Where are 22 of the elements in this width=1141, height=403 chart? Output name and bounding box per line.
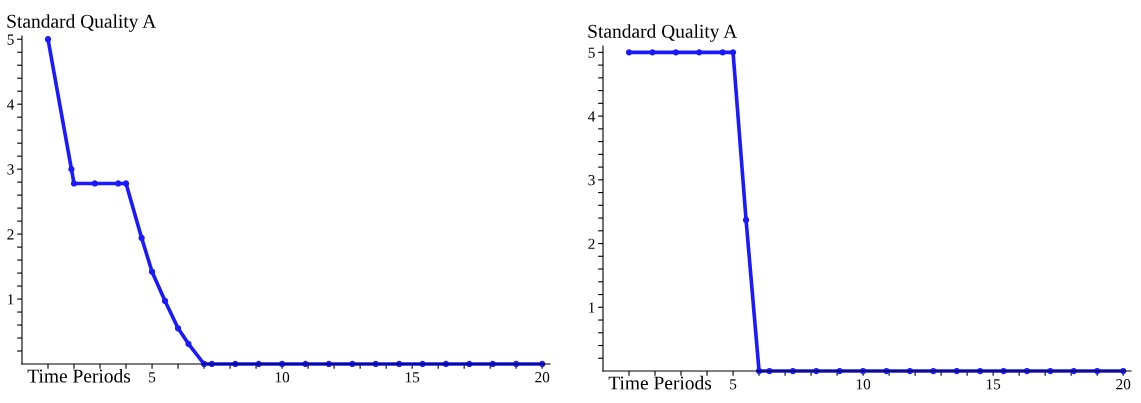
y-tick-label: 3 bbox=[7, 164, 14, 175]
x-tick-label: 5 bbox=[149, 372, 156, 383]
y-tick-label: 5 bbox=[7, 34, 14, 45]
chart-title: Standard Quality A bbox=[7, 14, 157, 32]
x-axis-title: Time Periods bbox=[608, 375, 712, 390]
y-tick-label: 1 bbox=[589, 302, 595, 313]
x-tick-label: 20 bbox=[535, 372, 550, 383]
y-tick-label: 3 bbox=[588, 175, 595, 186]
x-tick-label: 5 bbox=[730, 379, 737, 390]
x-axis-title: Time Periods bbox=[27, 368, 131, 383]
y-tick-label: 5 bbox=[588, 47, 595, 58]
x-tick-label: 15 bbox=[405, 372, 420, 383]
y-tick-label: 4 bbox=[588, 111, 596, 122]
y-tick-label: 2 bbox=[7, 229, 14, 240]
y-tick-label: 1 bbox=[8, 294, 14, 305]
x-tick-label: 10 bbox=[275, 372, 290, 383]
x-tick-label: 15 bbox=[986, 379, 1001, 390]
x-tick-label: 10 bbox=[856, 379, 871, 390]
y-tick-label: 2 bbox=[588, 238, 595, 249]
x-tick-label: 20 bbox=[1116, 379, 1131, 390]
chart-title: Standard Quality A bbox=[588, 24, 738, 42]
y-tick-label: 4 bbox=[7, 99, 15, 110]
